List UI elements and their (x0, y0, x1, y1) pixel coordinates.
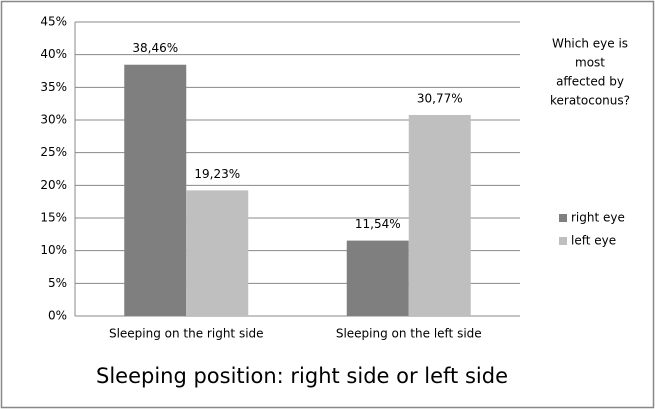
legend-title: keratoconus? (550, 94, 630, 108)
bar (124, 64, 187, 316)
y-tick-label: 15% (40, 211, 67, 225)
y-tick-label: 0% (48, 309, 67, 323)
y-tick-label: 20% (40, 178, 67, 192)
bar (346, 240, 409, 316)
value-label: 19,23% (194, 167, 240, 181)
legend-label: left eye (571, 234, 616, 248)
value-label: 30,77% (417, 91, 463, 105)
y-tick-label: 25% (40, 145, 67, 159)
value-label: 38,46% (132, 41, 178, 55)
value-label: 11,54% (355, 217, 401, 231)
y-tick-label: 30% (40, 113, 67, 127)
x-tick-label: Sleeping on the right side (109, 327, 264, 341)
legend-swatch (559, 214, 567, 222)
chart-title: Sleeping position: right side or left si… (96, 364, 508, 388)
y-tick-label: 35% (40, 80, 67, 94)
legend-title: Which eye is (552, 37, 628, 51)
bar (408, 114, 471, 316)
legend-title: most (575, 56, 605, 70)
legend-title: affected by (556, 75, 624, 89)
y-tick-label: 45% (40, 15, 67, 29)
bar (186, 190, 249, 316)
y-tick-label: 10% (40, 243, 67, 257)
y-tick-label: 5% (48, 276, 67, 290)
legend-label: right eye (571, 211, 625, 225)
y-tick-label: 40% (40, 47, 67, 61)
legend-swatch (559, 237, 567, 245)
x-tick-label: Sleeping on the left side (336, 327, 482, 341)
